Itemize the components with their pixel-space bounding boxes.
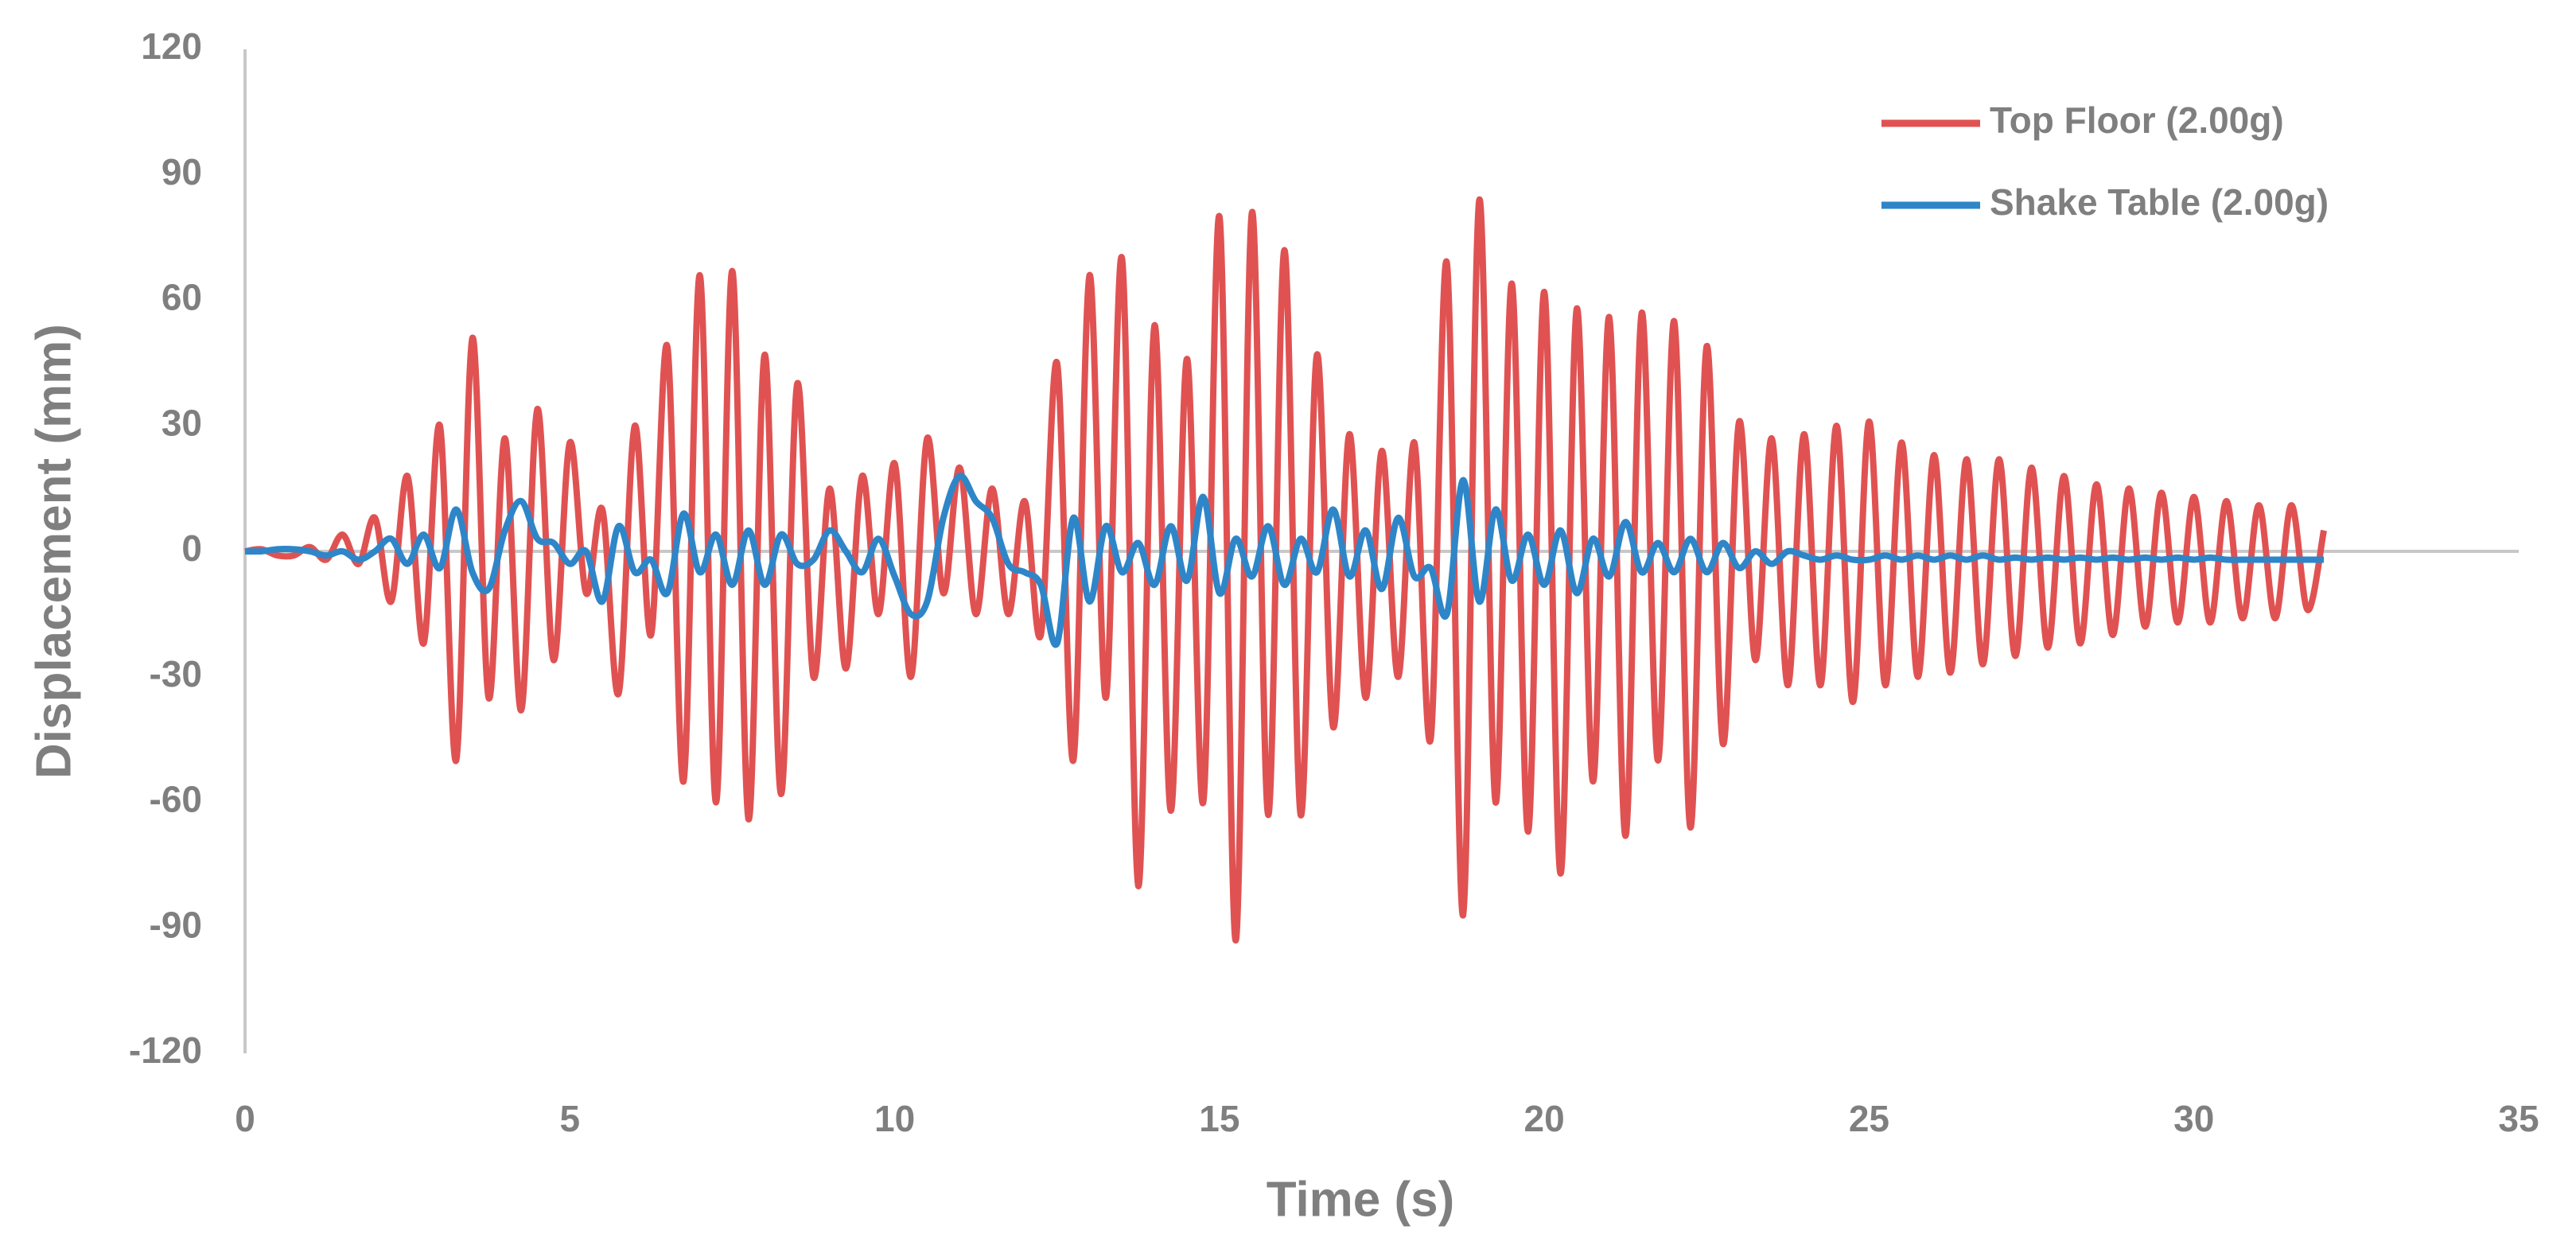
y-tick-label: 120	[141, 25, 202, 67]
legend-label: Shake Table (2.00g)	[1990, 181, 2329, 223]
x-axis-title: Time (s)	[1267, 1172, 1455, 1227]
y-tick-label: -120	[129, 1029, 202, 1071]
y-tick-label: -60	[150, 779, 202, 820]
x-tick-label: 5	[559, 1098, 580, 1139]
y-tick-label: -90	[150, 904, 202, 945]
x-tick-label: 25	[1849, 1098, 1889, 1139]
legend-label: Top Floor (2.00g)	[1990, 99, 2284, 141]
x-tick-label: 35	[2498, 1098, 2539, 1139]
y-tick-label: 0	[181, 527, 202, 569]
y-tick-label: 90	[161, 151, 202, 193]
y-tick-label: -30	[150, 653, 202, 695]
x-tick-label: 30	[2173, 1098, 2214, 1139]
x-tick-label: 15	[1199, 1098, 1239, 1139]
x-tick-label: 20	[1524, 1098, 1565, 1139]
x-tick-label: 10	[874, 1098, 915, 1139]
series-line	[244, 473, 2325, 648]
y-axis-title: Displacement (mm)	[26, 324, 81, 779]
series-line	[244, 197, 2327, 944]
x-tick-label: 0	[235, 1098, 255, 1139]
y-tick-label: 60	[161, 277, 202, 318]
y-tick-label: 30	[161, 402, 202, 443]
